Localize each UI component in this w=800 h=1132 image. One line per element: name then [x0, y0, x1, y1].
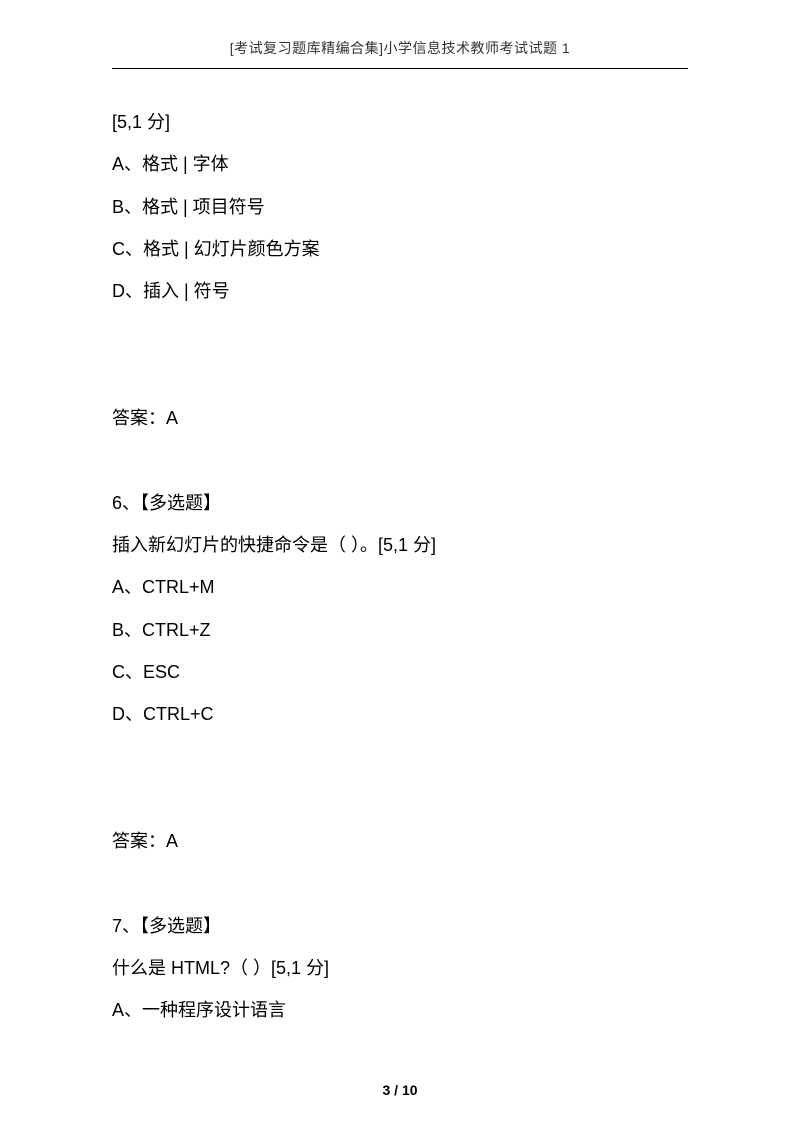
blank-line: [112, 312, 688, 354]
page-number-total: 10: [402, 1082, 418, 1098]
text-line: 7、【多选题】: [112, 905, 688, 947]
text-line: [5,1 分]: [112, 101, 688, 143]
text-line: A、格式 | 字体: [112, 143, 688, 185]
blank-line: [112, 355, 688, 397]
text-line: 什么是 HTML?（ ）[5,1 分]: [112, 947, 688, 989]
text-line: B、CTRL+Z: [112, 609, 688, 651]
text-line: C、格式 | 幻灯片颜色方案: [112, 228, 688, 270]
text-line: C、ESC: [112, 651, 688, 693]
blank-line: [112, 735, 688, 777]
page-content: [5,1 分] A、格式 | 字体 B、格式 | 项目符号 C、格式 | 幻灯片…: [112, 69, 688, 1032]
text-line: D、CTRL+C: [112, 693, 688, 735]
blank-line: [112, 862, 688, 904]
text-line: 插入新幻灯片的快捷命令是（ ）。[5,1 分]: [112, 524, 688, 566]
page-header: [考试复习题库精编合集]小学信息技术教师考试试题 1: [112, 38, 688, 69]
document-page: [考试复习题库精编合集]小学信息技术教师考试试题 1 [5,1 分] A、格式 …: [0, 0, 800, 1032]
blank-line: [112, 439, 688, 481]
text-line: 6、【多选题】: [112, 482, 688, 524]
header-title: [考试复习题库精编合集]小学信息技术教师考试试题 1: [230, 40, 570, 56]
page-number-separator: /: [390, 1082, 402, 1098]
blank-line: [112, 778, 688, 820]
text-line: B、格式 | 项目符号: [112, 186, 688, 228]
text-line: 答案：A: [112, 397, 688, 439]
text-line: 答案：A: [112, 820, 688, 862]
text-line: D、插入 | 符号: [112, 270, 688, 312]
text-line: A、一种程序设计语言: [112, 989, 688, 1031]
page-footer: 3 / 10: [0, 1082, 800, 1098]
text-line: A、CTRL+M: [112, 566, 688, 608]
